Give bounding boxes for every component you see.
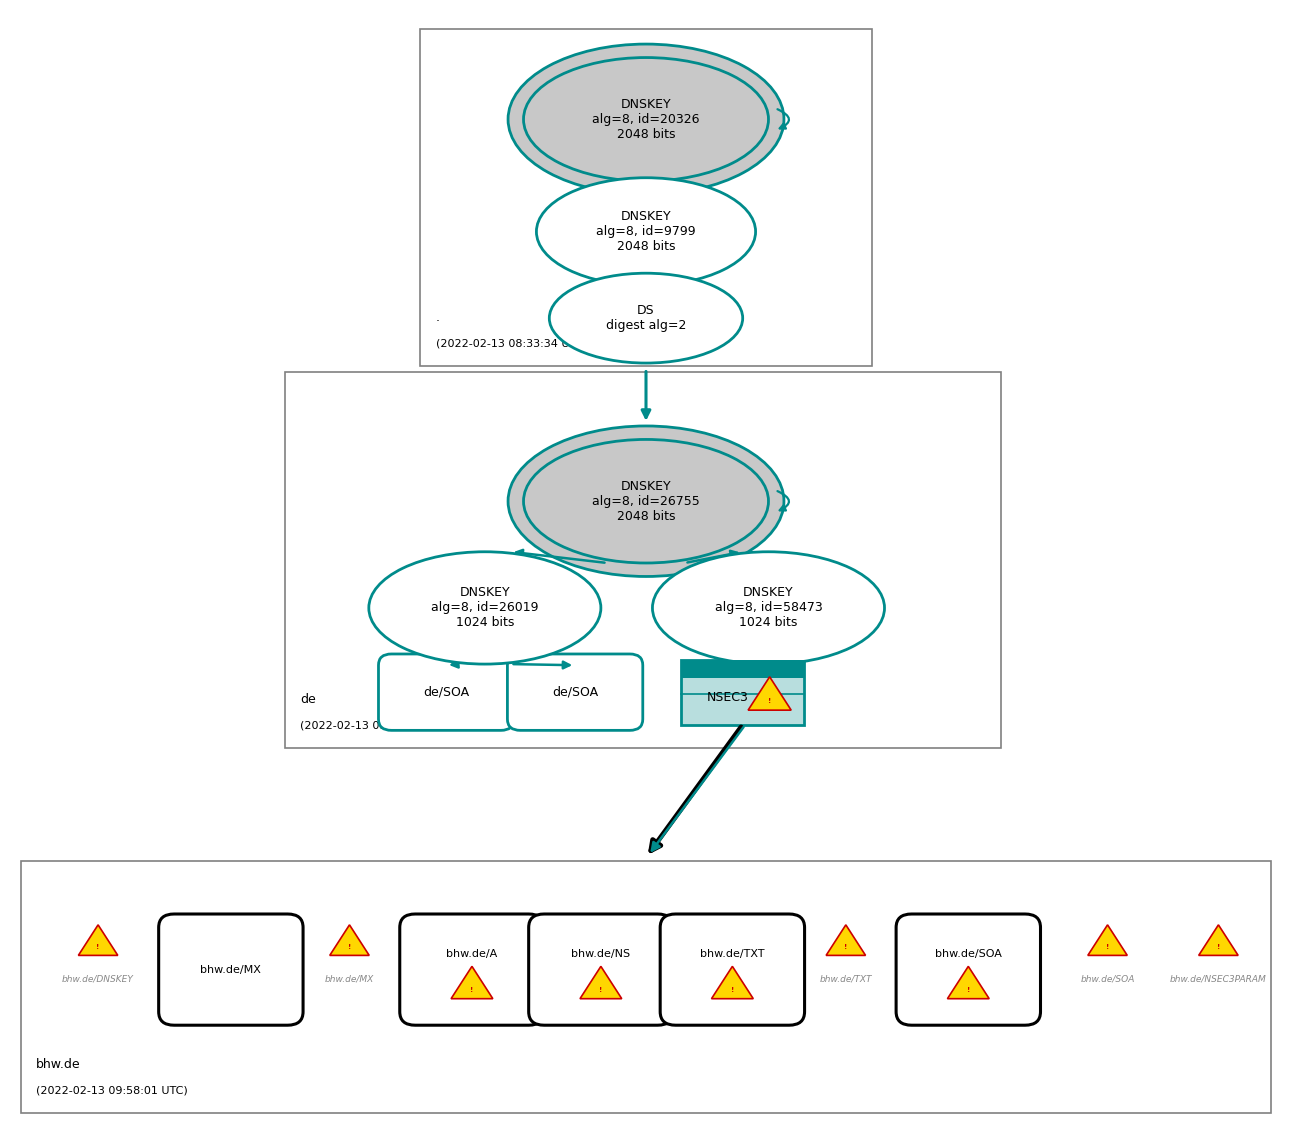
Polygon shape	[826, 924, 866, 955]
Text: !: !	[731, 986, 734, 993]
Text: bhw.de/TXT: bhw.de/TXT	[700, 949, 765, 959]
Ellipse shape	[508, 44, 784, 195]
Text: bhw.de/NS: bhw.de/NS	[571, 949, 630, 959]
Text: !: !	[97, 944, 99, 950]
Polygon shape	[712, 966, 753, 999]
Text: bhw.de/MX: bhw.de/MX	[200, 965, 261, 975]
Bar	[286, 372, 1000, 749]
Text: DNSKEY
alg=8, id=26755
2048 bits: DNSKEY alg=8, id=26755 2048 bits	[592, 480, 700, 522]
Polygon shape	[947, 966, 990, 999]
FancyBboxPatch shape	[528, 914, 673, 1025]
Text: de/SOA: de/SOA	[422, 686, 469, 698]
Text: (2022-02-13 08:33:34 UTC): (2022-02-13 08:33:34 UTC)	[435, 339, 588, 348]
Text: !: !	[599, 986, 602, 993]
Text: !: !	[844, 944, 848, 950]
Text: !: !	[1106, 944, 1109, 950]
FancyBboxPatch shape	[379, 654, 514, 731]
Text: DS
digest alg=2: DS digest alg=2	[606, 304, 686, 332]
Text: !: !	[470, 986, 474, 993]
Bar	[681, 660, 804, 725]
Ellipse shape	[523, 439, 769, 563]
Polygon shape	[1088, 924, 1127, 955]
Ellipse shape	[523, 57, 769, 181]
Text: (2022-02-13 09:13:45 UTC): (2022-02-13 09:13:45 UTC)	[301, 721, 452, 731]
Text: bhw.de/SOA: bhw.de/SOA	[935, 949, 1001, 959]
Text: DNSKEY
alg=8, id=26019
1024 bits: DNSKEY alg=8, id=26019 1024 bits	[432, 587, 539, 629]
Ellipse shape	[536, 178, 756, 286]
Text: !: !	[1217, 944, 1220, 950]
Text: NSEC3: NSEC3	[707, 691, 749, 704]
FancyBboxPatch shape	[660, 914, 805, 1025]
Text: bhw.de: bhw.de	[36, 1057, 81, 1071]
Text: DNSKEY
alg=8, id=9799
2048 bits: DNSKEY alg=8, id=9799 2048 bits	[596, 211, 696, 253]
Text: DNSKEY
alg=8, id=20326
2048 bits: DNSKEY alg=8, id=20326 2048 bits	[592, 98, 700, 141]
Ellipse shape	[508, 426, 784, 577]
Bar	[420, 29, 872, 366]
Text: bhw.de/A: bhw.de/A	[446, 949, 497, 959]
Polygon shape	[1199, 924, 1238, 955]
Bar	[21, 860, 1271, 1114]
Text: bhw.de/SOA: bhw.de/SOA	[1080, 974, 1134, 983]
Polygon shape	[329, 924, 370, 955]
Text: de/SOA: de/SOA	[552, 686, 598, 698]
FancyBboxPatch shape	[159, 914, 304, 1025]
Text: .: .	[435, 311, 439, 324]
FancyBboxPatch shape	[399, 914, 544, 1025]
Ellipse shape	[368, 552, 601, 664]
Text: bhw.de/TXT: bhw.de/TXT	[819, 974, 872, 983]
Polygon shape	[748, 677, 791, 711]
Text: !: !	[767, 698, 771, 704]
Ellipse shape	[652, 552, 885, 664]
Text: (2022-02-13 09:58:01 UTC): (2022-02-13 09:58:01 UTC)	[36, 1085, 187, 1096]
FancyBboxPatch shape	[508, 654, 643, 731]
Polygon shape	[79, 924, 118, 955]
Polygon shape	[451, 966, 492, 999]
Text: DNSKEY
alg=8, id=58473
1024 bits: DNSKEY alg=8, id=58473 1024 bits	[714, 587, 822, 629]
Text: !: !	[966, 986, 970, 993]
Polygon shape	[580, 966, 621, 999]
Bar	[681, 660, 804, 678]
Text: bhw.de/NSEC3PARAM: bhw.de/NSEC3PARAM	[1171, 974, 1266, 983]
Text: bhw.de/DNSKEY: bhw.de/DNSKEY	[62, 974, 134, 983]
Text: !: !	[348, 944, 351, 950]
Ellipse shape	[549, 274, 743, 363]
Text: de: de	[301, 692, 317, 706]
FancyBboxPatch shape	[897, 914, 1040, 1025]
Text: bhw.de/MX: bhw.de/MX	[324, 974, 375, 983]
